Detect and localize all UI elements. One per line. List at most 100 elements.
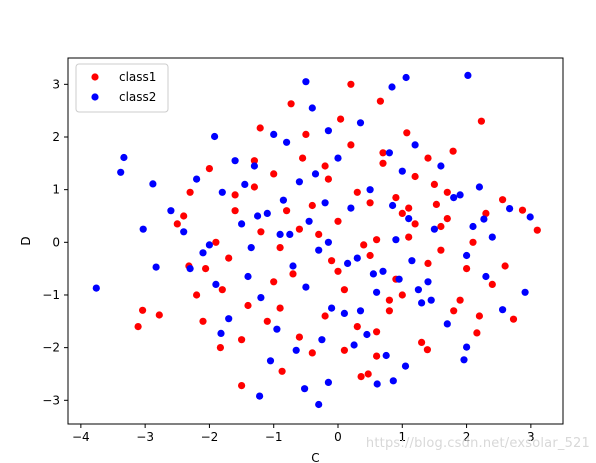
class1-point — [216, 344, 224, 352]
class1-point — [501, 262, 509, 270]
class1-point — [379, 159, 387, 167]
class1-point — [278, 367, 286, 375]
class2-point — [286, 230, 294, 238]
class2-point — [311, 170, 320, 178]
y-tick-label: 2 — [52, 130, 60, 144]
class2-point — [193, 175, 201, 183]
class2-point — [388, 83, 396, 91]
class2-point — [499, 306, 507, 314]
class2-point — [270, 130, 278, 138]
class1-point — [193, 291, 201, 299]
class1-point — [463, 265, 471, 273]
class2-point — [139, 225, 147, 233]
class1-point — [328, 257, 336, 265]
class2-point — [411, 141, 419, 149]
class1-point — [134, 323, 142, 331]
class1-point — [218, 286, 226, 294]
class1-point — [270, 278, 278, 286]
class1-point — [155, 311, 163, 319]
class1-point — [418, 338, 426, 346]
class2-point — [450, 194, 458, 202]
class1-point — [289, 270, 297, 278]
class2-point — [366, 186, 374, 194]
class2-point — [437, 162, 445, 170]
class1-point — [477, 117, 485, 125]
class1-point — [373, 352, 381, 360]
class1-point — [295, 225, 303, 233]
class1-point — [373, 236, 381, 244]
x-tick-label: −2 — [201, 430, 219, 444]
class1-point — [244, 301, 252, 310]
class2-point — [334, 154, 342, 162]
class2-point — [328, 304, 336, 312]
class1-point — [287, 100, 295, 108]
class1-point — [276, 304, 284, 312]
class1-point — [432, 200, 440, 208]
class2-point — [186, 265, 194, 273]
class2-point — [321, 199, 329, 207]
class2-point — [273, 325, 281, 333]
class1-point — [337, 115, 345, 123]
class2-point — [480, 215, 488, 223]
class1-point — [509, 315, 518, 323]
class1-point — [340, 286, 348, 294]
y-tick-label: −3 — [42, 393, 60, 407]
class1-point — [283, 207, 291, 215]
class1-point — [385, 307, 393, 315]
class1-point — [199, 317, 207, 325]
class1-point — [299, 154, 307, 162]
class2-point — [241, 180, 249, 188]
class2-point — [405, 215, 413, 223]
x-tick-label: −4 — [72, 430, 90, 444]
y-axis-label: D — [19, 236, 33, 245]
class1-point — [308, 201, 316, 210]
axes-frame — [67, 57, 564, 425]
class1-point — [238, 382, 246, 390]
class1-point — [353, 323, 361, 331]
class2-point — [238, 220, 246, 228]
class2-point — [324, 378, 332, 386]
class2-point — [521, 288, 529, 296]
class2-point — [443, 320, 451, 328]
class1-point — [449, 147, 457, 155]
legend-box — [75, 63, 169, 113]
class1-point — [357, 373, 365, 381]
class2-point — [463, 251, 471, 260]
class2-point — [488, 233, 496, 241]
class1-point — [238, 336, 246, 344]
x-tick-label: 0 — [334, 430, 342, 444]
class1-point — [385, 296, 393, 304]
class1-point — [398, 209, 406, 217]
x-tick-label: 3 — [527, 430, 535, 444]
data-points — [92, 71, 541, 409]
class2-point — [302, 78, 310, 86]
class1-point — [250, 183, 258, 191]
class2-point — [385, 149, 393, 157]
class2-point — [149, 180, 157, 188]
class2-point — [289, 262, 297, 270]
class2-point — [414, 286, 422, 294]
y-tick-label: −2 — [42, 341, 60, 355]
class2-point — [308, 104, 316, 112]
plot-area: −4 −3 −2 −1 0 1 2 3 −3 −2 −1 0 1 2 3 — [42, 57, 564, 444]
class1-point — [321, 162, 329, 170]
class1-point — [364, 370, 372, 378]
class1-point — [250, 157, 258, 165]
class2-point — [408, 257, 416, 265]
class1-point — [403, 129, 411, 137]
class2-point — [427, 296, 435, 304]
class2-point — [292, 346, 300, 354]
class1-point — [202, 265, 210, 273]
class1-point — [256, 124, 264, 132]
x-axis-ticks: −4 −3 −2 −1 0 1 2 3 — [72, 424, 535, 444]
class2-point — [256, 392, 264, 400]
class2-legend-marker — [91, 93, 99, 101]
class2-point — [430, 225, 438, 233]
x-tick-label: −1 — [265, 430, 283, 444]
class2-point — [402, 73, 410, 82]
class1-point — [392, 194, 400, 202]
class2-point — [463, 343, 471, 351]
class1-point — [324, 175, 332, 183]
class1-point — [473, 329, 481, 337]
